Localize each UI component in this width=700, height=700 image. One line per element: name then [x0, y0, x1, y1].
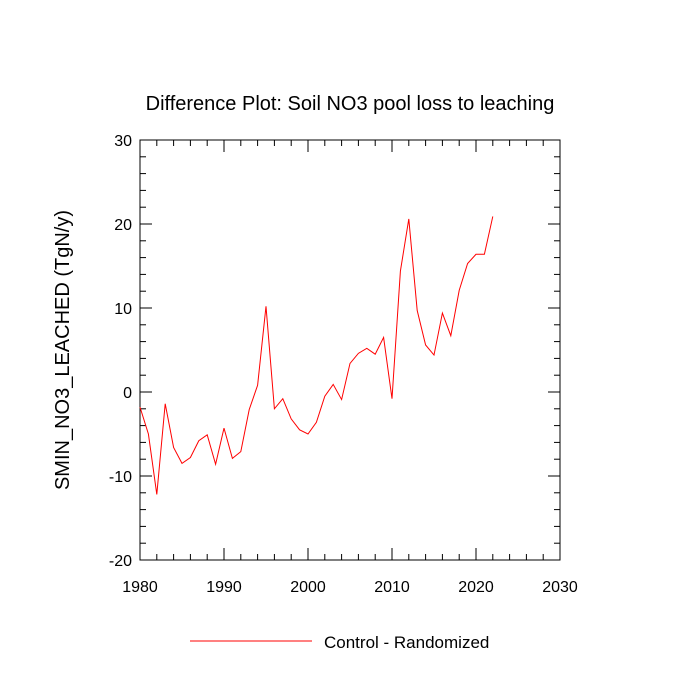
y-tick-label: -20: [109, 553, 132, 570]
x-tick-label: 1990: [206, 579, 242, 596]
series-layer: [139, 216, 494, 495]
y-axis-label: SMIN_NO3_LEACHED (TgN/y): [52, 210, 74, 490]
y-tick-label: 20: [114, 217, 132, 234]
series-line-0: [139, 216, 494, 495]
chart-title: Difference Plot: Soil NO3 pool loss to l…: [146, 93, 555, 115]
y-tick-label: 10: [114, 301, 132, 318]
plot-frame: [139, 139, 561, 561]
x-tick-label: 2030: [542, 579, 578, 596]
x-tick-label: 2020: [458, 579, 494, 596]
y-tick-label: 30: [114, 133, 132, 150]
x-tick-label: 1980: [122, 579, 158, 596]
y-tick-label: 0: [123, 385, 132, 402]
legend: Control - Randomized: [190, 633, 489, 652]
legend-label: Control - Randomized: [324, 633, 489, 652]
x-tick-label: 2010: [374, 579, 410, 596]
x-tick-label: 2000: [290, 579, 326, 596]
y-tick-label: -10: [109, 469, 132, 486]
